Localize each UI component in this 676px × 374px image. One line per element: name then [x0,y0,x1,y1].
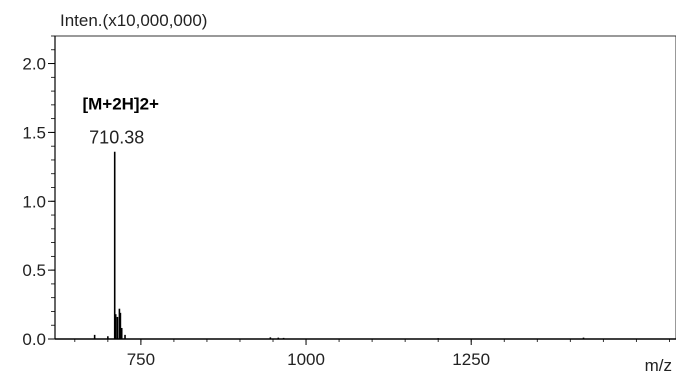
peak-annotation-mz: 710.38 [89,128,144,148]
plot-area [54,35,676,340]
axis-ticks: 0.0 0.5 1.0 1.5 2.0 750 1000 1250 [22,35,670,369]
y-tick-label: 0.5 [22,261,46,280]
peaks [93,151,585,339]
x-tick-label: 750 [127,350,155,369]
plot-frame [54,35,676,340]
y-tick-label: 0.0 [22,330,46,349]
x-tick-label: 1250 [452,350,490,369]
x-axis-title: m/z [645,356,672,374]
x-tick-label: 1000 [287,350,325,369]
peak-annotation-species: [M+2H]2+ [82,95,159,114]
y-axis-title: Inten.(x10,000,000) [60,11,207,30]
y-tick-label: 1.0 [22,192,46,211]
y-tick-label: 1.5 [22,123,46,142]
y-tick-label: 2.0 [22,55,46,74]
